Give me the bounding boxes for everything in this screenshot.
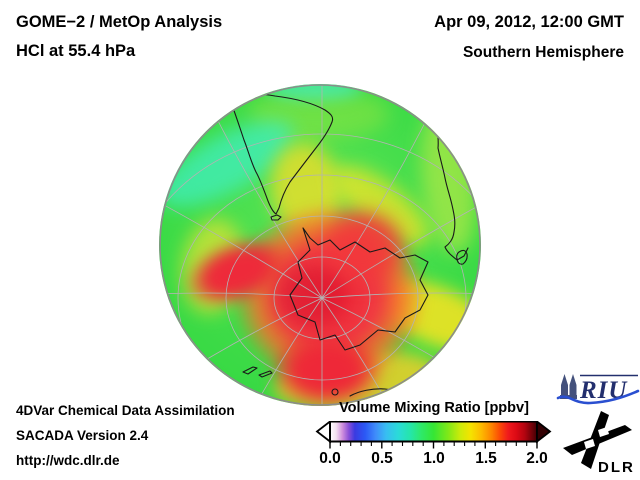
url-label: http://wdc.dlr.de — [16, 453, 120, 468]
colorbar-gradient-bar — [329, 421, 538, 443]
graticule-lines — [160, 85, 480, 405]
colorbar-major-ticks — [329, 441, 538, 449]
assimilation-label: 4DVar Chemical Data Assimilation — [16, 403, 235, 418]
version-label: SACADA Version 2.4 — [16, 428, 149, 443]
colorbar-tick-label: 2.0 — [526, 450, 548, 467]
riu-wave-icon — [556, 389, 640, 405]
dlr-text: DLR — [598, 459, 635, 475]
product-subtitle: HCl at 55.4 hPa — [16, 42, 136, 60]
colorbar-title: Volume Mixing Ratio [ppbv] — [339, 400, 529, 416]
coastline-graticule-overlay — [159, 84, 481, 406]
riu-logo: RIU — [556, 374, 640, 405]
dlr-arrow-icon — [563, 411, 632, 469]
dlr-logo: DLR — [563, 411, 635, 475]
colorbar-tick-label: 1.0 — [423, 450, 445, 467]
globe-rim — [159, 84, 481, 406]
colorbar-minor-ticks — [339, 441, 528, 446]
colorbar-tick-label: 0.0 — [319, 450, 341, 467]
colorbar — [315, 421, 552, 449]
field-blob-red-lower-lobe — [269, 330, 385, 406]
hemisphere-heatmap-globe — [159, 84, 481, 406]
coastlines — [231, 87, 469, 398]
riu-text: RIU — [579, 377, 628, 404]
region-label: Southern Hemisphere — [462, 44, 624, 61]
datetime-label: Apr 09, 2012, 12:00 GMT — [434, 13, 624, 31]
colorbar-left-arrow — [315, 421, 331, 444]
colorbar-tick-label: 0.5 — [371, 450, 393, 467]
colorbar-right-arrow — [536, 421, 552, 444]
product-title: GOME−2 / MetOp Analysis — [16, 13, 223, 31]
cologne-cathedral-icon — [560, 374, 577, 399]
colorbar-tick-label: 1.5 — [475, 450, 497, 467]
